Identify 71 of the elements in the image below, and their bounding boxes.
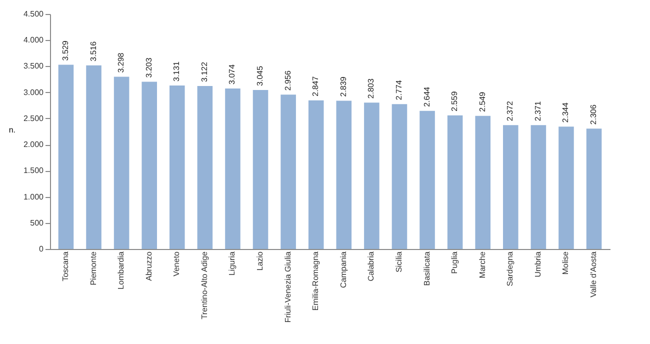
data-label: 2.847 (311, 76, 320, 96)
x-tick-label: Sardegna (506, 250, 515, 286)
x-tick-label: Valle d'Aosta (589, 250, 598, 298)
data-label: 2.559 (450, 90, 460, 112)
bar (58, 64, 74, 249)
x-tick-label: Puglia (450, 250, 460, 274)
data-label: 2.549 (478, 91, 487, 112)
bar (475, 116, 490, 249)
data-label: 2.306 (589, 104, 598, 125)
y-tick-label: 4.000 (23, 36, 44, 45)
x-tick-label: Umbria (533, 250, 542, 278)
data-label: 3.516 (88, 40, 98, 62)
bar (364, 102, 380, 249)
bar (252, 90, 268, 249)
bar (447, 115, 463, 249)
bar (225, 88, 240, 249)
x-tick-label: Molise (561, 250, 570, 275)
x-tick-label: Emilia-Romagna (311, 250, 320, 311)
data-label: 3.074 (228, 64, 237, 84)
data-label: 2.774 (394, 80, 404, 100)
data-label: 3.203 (144, 57, 154, 78)
x-tick-label: Abruzzo (144, 250, 154, 281)
x-tick-label: Trentino-Alto Adige (200, 250, 209, 320)
x-tick-label: Toscana (60, 250, 70, 282)
x-tick-label: Basilicata (422, 250, 432, 286)
x-tick-label: Campania (338, 250, 348, 288)
y-tick-label: 1.500 (23, 166, 44, 176)
bar (530, 125, 546, 249)
data-label: 2.803 (366, 78, 376, 99)
x-tick-label: Veneto (172, 250, 182, 276)
data-label: 2.372 (506, 100, 515, 122)
bar (86, 65, 102, 249)
data-label: 2.344 (561, 102, 570, 123)
bar (197, 86, 213, 249)
x-tick-label: Liguria (228, 250, 237, 276)
x-tick-label: Piemonte (88, 250, 98, 286)
y-tick-label: 4.500 (23, 10, 44, 18)
x-tick-label: Lombardia (116, 250, 126, 290)
bar (392, 104, 408, 249)
x-tick-label: Friuli-Venezia Giulia (283, 250, 292, 323)
data-label: 3.045 (256, 65, 265, 86)
y-tick-label: 3.500 (23, 62, 44, 71)
data-label: 3.131 (172, 60, 182, 82)
y-tick-label: 500 (30, 218, 44, 228)
y-axis-title: n. (8, 126, 16, 134)
x-tick-label: Sicilia (394, 250, 404, 272)
bar (142, 82, 157, 249)
y-tick-label: 1.000 (23, 192, 44, 202)
bar (586, 128, 602, 249)
data-label: 3.529 (60, 40, 70, 61)
y-tick-label: 2.000 (23, 140, 44, 150)
bar (114, 76, 130, 249)
x-tick-label: Marche (478, 250, 487, 278)
y-tick-label: 3.000 (23, 88, 44, 97)
bar (558, 126, 574, 249)
bar (308, 100, 324, 249)
data-label: 2.371 (533, 100, 542, 122)
data-label: 2.839 (338, 76, 348, 97)
bar (503, 125, 518, 249)
y-tick-label: 0 (39, 244, 44, 254)
bar (170, 85, 185, 249)
bar (336, 100, 352, 249)
data-label: 2.644 (422, 86, 432, 107)
y-tick-label: 2.500 (23, 114, 44, 123)
data-label: 2.956 (283, 70, 292, 91)
data-label: 3.122 (200, 61, 209, 82)
bar (280, 94, 296, 249)
data-label: 3.298 (116, 52, 126, 73)
x-tick-label: Lazio (256, 250, 265, 271)
bar (420, 110, 435, 249)
x-tick-label: Calabria (366, 250, 376, 282)
